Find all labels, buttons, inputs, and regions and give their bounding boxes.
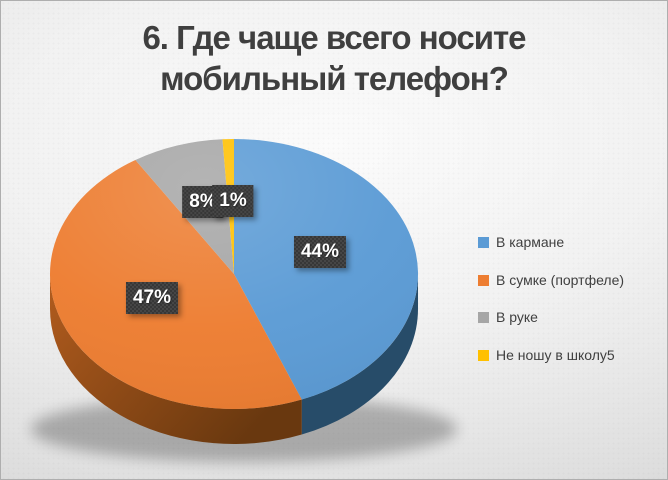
legend-label: В руке <box>496 309 538 325</box>
data-label-1: 47% <box>125 282 179 314</box>
chart-legend: В кармане В сумке (портфеле) В руке Не ношу… <box>478 234 624 384</box>
data-label-3: 1% <box>212 185 254 217</box>
legend-swatch-icon <box>478 312 489 323</box>
legend-label: Не ношу в школу5 <box>496 346 615 363</box>
legend-item-3: Не ношу в школу5 <box>478 347 624 364</box>
pie-top-faces <box>49 139 419 409</box>
chart-title-line2: мобильный телефон? <box>160 60 509 97</box>
chart-title-line1: 6. Где чаще всего носите <box>142 19 526 56</box>
chart-title: 6. Где чаще всего носите мобильный телеф… <box>1 17 667 99</box>
legend-label: В кармане <box>496 234 565 250</box>
legend-label: В сумке (портфеле) <box>496 271 625 288</box>
data-label-0: 44% <box>293 236 347 268</box>
legend-item-2: В руке <box>478 309 624 326</box>
legend-swatch-icon <box>478 274 489 286</box>
legend-item-0: В кармане <box>478 234 624 251</box>
legend-item-1: В сумке (портфеле) <box>478 272 624 289</box>
legend-swatch-icon <box>478 349 489 361</box>
legend-swatch-icon <box>478 237 489 248</box>
